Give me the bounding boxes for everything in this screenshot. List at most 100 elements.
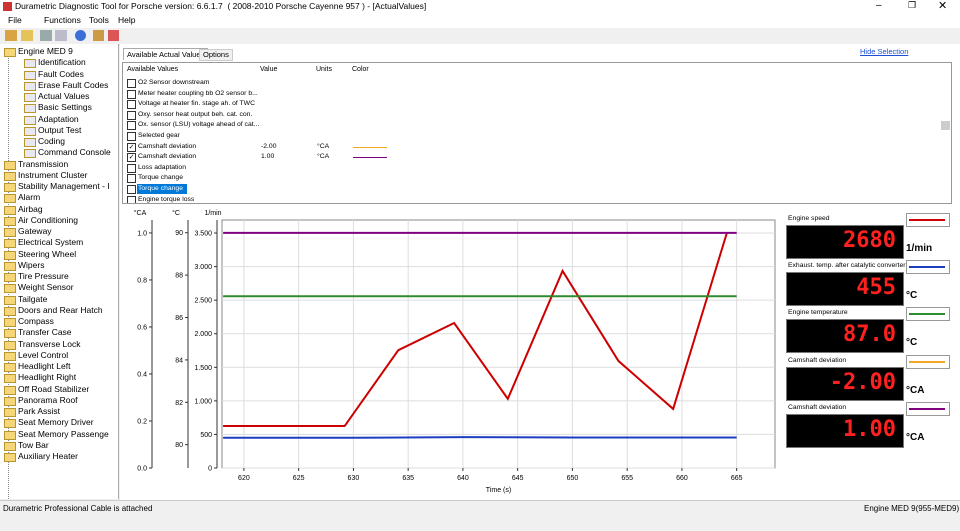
menu-item[interactable]: Functions <box>44 15 81 25</box>
tree-module[interactable]: Seat Memory Driver <box>18 417 94 428</box>
checkbox[interactable] <box>127 110 136 120</box>
tree-icon <box>4 385 16 395</box>
tree-function[interactable]: Actual Values <box>38 91 90 101</box>
menu-item[interactable]: Tools <box>89 15 109 25</box>
row-name: Selected gear <box>138 132 180 139</box>
tree-icon <box>4 351 16 361</box>
report-button[interactable] <box>93 30 104 41</box>
tree-module[interactable]: Instrument Cluster <box>18 169 88 180</box>
tree-module[interactable]: Headlight Right <box>18 372 77 383</box>
gauge-label: Exhaust. temp. after catalytic converter <box>788 262 906 270</box>
series-line <box>223 436 737 439</box>
tree-module[interactable]: Compass <box>18 316 54 326</box>
tree-function[interactable]: Fault Codes <box>38 68 84 79</box>
tree-module[interactable]: Wipers <box>18 259 45 270</box>
print-button[interactable] <box>40 30 52 41</box>
tree-module[interactable]: Panorama Roof <box>18 394 78 405</box>
row-name: Meter heater coupling bb O2 sensor b... <box>138 89 258 97</box>
tree-function[interactable]: Erase Fault Codes <box>38 79 109 90</box>
tree-icon <box>4 194 16 204</box>
hide-selection-link[interactable]: Hide Selection <box>860 47 909 56</box>
checkbox[interactable]: ✓ <box>127 142 136 152</box>
tree-module[interactable]: Air Conditioning <box>18 214 79 225</box>
tree-module[interactable]: Transfer Case <box>18 327 72 338</box>
window-title: Durametric Diagnostic Tool for Porsche v… <box>15 1 427 11</box>
tree-icon <box>4 453 16 462</box>
checkbox[interactable] <box>127 89 136 99</box>
tree-icon <box>4 273 16 282</box>
tree-root[interactable]: Engine MED 9 <box>18 46 73 56</box>
column-header: Color <box>352 66 369 73</box>
home-button[interactable] <box>5 30 17 41</box>
tree-module[interactable]: Level Control <box>18 349 69 360</box>
scrollbar-thumb[interactable] <box>941 121 950 130</box>
checkbox[interactable] <box>127 195 136 203</box>
gauge-color <box>909 407 945 410</box>
tree-module[interactable]: Off Road Stabilizer <box>18 383 90 394</box>
refresh-button[interactable] <box>75 30 86 41</box>
checkbox[interactable]: ✓ <box>127 153 136 163</box>
checkbox[interactable] <box>127 185 136 194</box>
gauge-unit: 1/min <box>906 243 933 254</box>
row-name: Engine torque loss <box>138 195 195 203</box>
tab[interactable]: Options <box>199 49 233 61</box>
restore-button[interactable]: ❐ <box>908 0 917 10</box>
tree-function[interactable]: Command Console <box>38 147 111 158</box>
gauge-display <box>786 225 904 259</box>
tree-function[interactable]: Adaptation <box>38 113 79 124</box>
tree-module[interactable]: Tailgate <box>18 293 48 304</box>
y-tick-label: 1.500 <box>194 365 212 372</box>
tree-function[interactable]: Coding <box>38 136 65 146</box>
pdf-button[interactable] <box>108 30 119 41</box>
status-right: Engine MED 9(955-MED9) <box>864 504 960 513</box>
y-tick-label: 0 <box>208 466 212 473</box>
tree-function[interactable]: Basic Settings <box>38 102 92 113</box>
tree-module[interactable]: Gateway <box>18 226 52 236</box>
checkbox[interactable] <box>127 121 136 131</box>
tree-module[interactable]: Headlight Left <box>18 361 71 371</box>
tree-icon <box>4 408 16 417</box>
gauge-unit: °CA <box>906 431 925 443</box>
x-tick-label: 625 <box>293 475 305 482</box>
tree-module[interactable]: Tire Pressure <box>18 271 69 281</box>
tree-module[interactable]: Seat Memory Passenge <box>18 428 109 439</box>
tree-module[interactable]: Auxiliary Heater <box>18 451 78 461</box>
tree-module[interactable]: Transverse Lock <box>18 338 81 349</box>
checkbox[interactable] <box>127 79 136 88</box>
menu-item[interactable]: Help <box>118 15 136 25</box>
tree-icon <box>4 171 16 181</box>
menu-item[interactable]: File <box>8 15 22 25</box>
y-tick-label: 1.0 <box>137 230 147 237</box>
checkbox[interactable] <box>127 163 136 173</box>
gauge-label: Camshaft deviation <box>788 356 847 364</box>
checkbox[interactable] <box>127 132 136 141</box>
tree-icon <box>4 216 16 226</box>
tree-module[interactable]: Airbag <box>18 203 43 214</box>
minimize-button[interactable]: – <box>876 0 882 11</box>
y-tick-label: 80 <box>175 442 183 449</box>
gauge-color <box>909 219 945 221</box>
tree-module[interactable]: Park Assist <box>18 406 61 416</box>
tree-icon <box>4 318 16 327</box>
open-button[interactable] <box>21 30 33 41</box>
tree-module[interactable]: Stability Management - I <box>18 181 110 191</box>
preview-button[interactable] <box>55 30 67 41</box>
gauge-display <box>786 413 904 448</box>
tab[interactable]: Available Actual Values <box>123 48 209 60</box>
close-button[interactable]: ✕ <box>938 0 948 12</box>
checkbox[interactable] <box>127 100 136 110</box>
tree-module[interactable]: Steering Wheel <box>18 248 77 259</box>
tree-module[interactable]: Weight Sensor <box>18 282 74 293</box>
tree-module[interactable]: Transmission <box>18 158 69 169</box>
y-tick-label: 2.500 <box>194 298 212 305</box>
tree-module[interactable]: Tow Bar <box>18 439 49 450</box>
tree-icon <box>24 149 36 159</box>
tree-function[interactable]: Output Test <box>38 124 82 135</box>
x-tick-label: 660 <box>676 475 688 482</box>
row-name: Camshaft deviation <box>138 153 197 161</box>
tree-module[interactable]: Doors and Rear Hatch <box>18 304 103 315</box>
tree-function[interactable]: Identification <box>38 57 86 68</box>
tree-module[interactable]: Alarm <box>18 192 41 203</box>
checkbox[interactable] <box>127 174 136 184</box>
tree-module[interactable]: Electrical System <box>18 237 84 248</box>
